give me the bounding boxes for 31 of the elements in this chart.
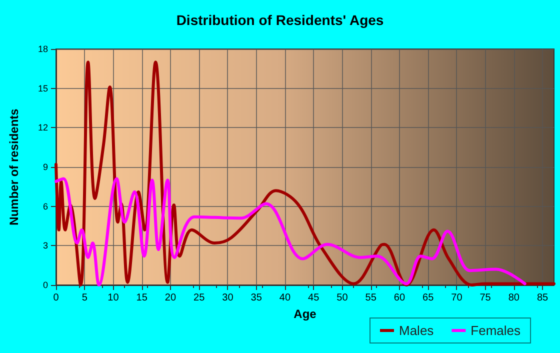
x-tick-label: 55: [365, 292, 377, 304]
y-tick-label: 3: [42, 240, 48, 251]
x-tick-label: 75: [480, 292, 492, 304]
y-axis-title: Number of residents: [7, 108, 21, 226]
y-tick-label: 6: [42, 201, 48, 212]
x-tick-label: 80: [508, 292, 520, 304]
x-tick-label: 5: [82, 292, 88, 304]
x-tick-label: 25: [194, 292, 206, 304]
x-tick-label: 40: [279, 292, 291, 304]
x-tick-label: 50: [336, 292, 348, 304]
x-tick-label: 85: [536, 292, 549, 304]
x-tick-label: 45: [308, 292, 320, 304]
x-tick-label: 60: [394, 292, 406, 304]
x-tick-label: 30: [222, 292, 234, 304]
y-tick-label: 18: [38, 44, 48, 54]
legend-label: Males: [399, 323, 434, 338]
y-tick-label: 15: [38, 83, 48, 94]
x-tick-label: 0: [53, 292, 60, 304]
line-series: [54, 177, 526, 286]
x-tick-label: 70: [451, 292, 463, 304]
y-tick-label: 12: [38, 122, 48, 133]
x-tick-label: 35: [250, 292, 262, 304]
x-tick-label: 20: [164, 292, 176, 304]
legend-label: Females: [470, 323, 522, 338]
x-axis-title: Age: [294, 306, 317, 321]
y-tick-label: 9: [42, 162, 48, 172]
x-tick-label: 10: [108, 292, 120, 304]
x-tick-label: 15: [136, 292, 148, 304]
x-tick-label: 65: [422, 292, 434, 304]
chart-title: Distribution of Residents' Ages: [176, 12, 384, 28]
y-tick-label: 0: [42, 280, 48, 290]
